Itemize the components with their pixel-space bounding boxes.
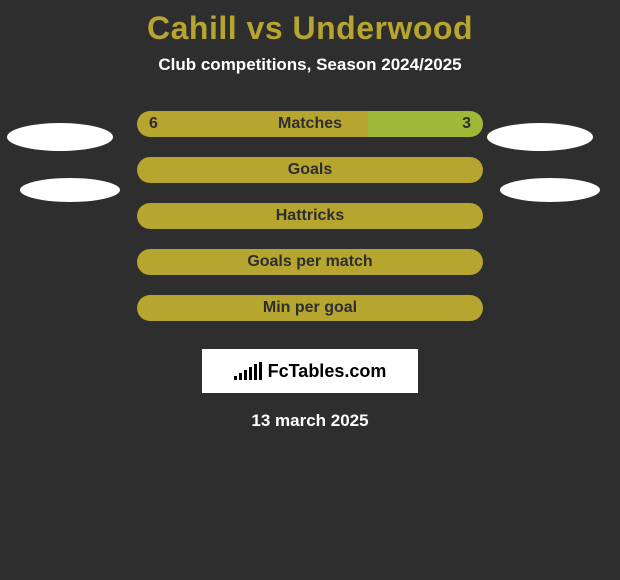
bar-track: Min per goal — [137, 295, 483, 321]
logo-bars-icon — [234, 362, 262, 380]
bar-track: Goals per match — [137, 249, 483, 275]
side-ellipse — [500, 178, 600, 202]
bar-left-segment — [137, 203, 483, 229]
bar-track: Matches63 — [137, 111, 483, 137]
bar-left-segment — [137, 157, 483, 183]
bar-value-left: 6 — [149, 111, 158, 137]
side-ellipse — [7, 123, 113, 151]
bar-left-segment — [137, 249, 483, 275]
side-ellipse — [487, 123, 593, 151]
fctables-logo: FcTables.com — [202, 349, 418, 393]
bar-track: Hattricks — [137, 203, 483, 229]
logo-text: FcTables.com — [268, 361, 387, 382]
bar-value-right: 3 — [462, 111, 471, 137]
bar-left-segment — [137, 295, 483, 321]
side-ellipse — [20, 178, 120, 202]
page-title: Cahill vs Underwood — [0, 0, 620, 47]
subtitle: Club competitions, Season 2024/2025 — [0, 55, 620, 75]
comparison-row: Min per goal — [0, 285, 620, 331]
canvas: Cahill vs Underwood Club competitions, S… — [0, 0, 620, 580]
bar-left-segment — [137, 111, 368, 137]
bar-track: Goals — [137, 157, 483, 183]
date-label: 13 march 2025 — [0, 411, 620, 431]
comparison-row: Goals per match — [0, 239, 620, 285]
